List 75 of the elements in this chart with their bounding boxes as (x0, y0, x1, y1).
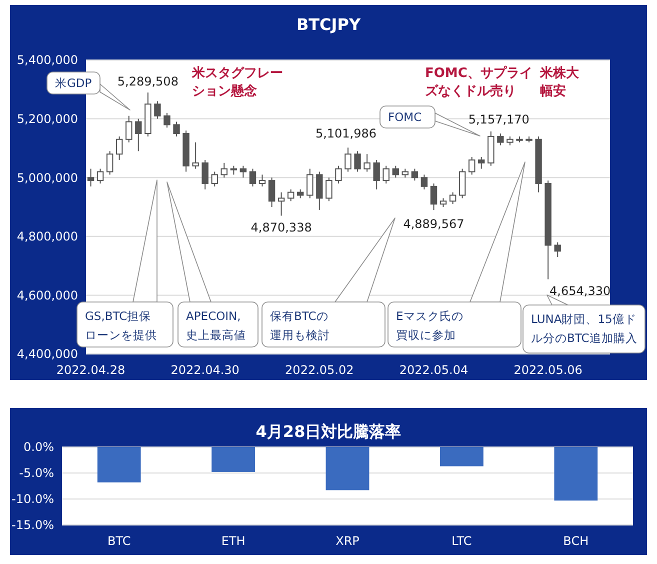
candlestick (268, 177, 276, 208)
chart-title: 4月28日対比騰落率 (256, 422, 402, 441)
x-tick-label: 2022.04.28 (56, 363, 126, 377)
candlestick (497, 133, 504, 146)
x-tick-label: ETH (221, 534, 246, 548)
y-tick-label: -5.0% (19, 466, 54, 480)
annotation: 米株大幅安 (539, 66, 580, 99)
candlestick (326, 177, 332, 202)
candlestick (306, 168, 314, 199)
annotation: LUNA財団、15億ドル分のBTC追加購入 (531, 312, 638, 345)
candlestick (192, 142, 199, 170)
x-tick-label: 2022.05.06 (514, 363, 582, 377)
x-tick-label: BCH (563, 534, 589, 548)
candlestick (135, 118, 142, 152)
annotation: 4,889,567 (403, 217, 464, 232)
y-tick-label: 5,000,000 (16, 170, 78, 185)
y-tick-label: 0.0% (24, 440, 54, 454)
annotation: 5,157,170 (468, 112, 530, 126)
candlestick (411, 168, 418, 182)
x-tick-label: LTC (452, 534, 472, 548)
annotation: Eマスク氏の買収に参加 (396, 309, 464, 342)
x-tick-label: BTC (107, 534, 131, 548)
x-tick-label: 2022.05.02 (285, 363, 354, 377)
candlestick (278, 192, 285, 216)
y-tick-label: -15.0% (12, 518, 54, 532)
annotation: 4,654,330 (550, 284, 611, 298)
candlestick (287, 188, 294, 202)
x-tick-label: 2022.04.30 (170, 363, 240, 377)
annotation: GS,BTC担保ローンを提供 (85, 309, 157, 342)
candlestick (202, 159, 208, 190)
annotation: 米スタグフレーション懸念 (191, 66, 283, 99)
y-tick-label: 4,600,000 (16, 288, 78, 302)
candlestick (392, 165, 399, 178)
annotation: FOMC、サプライズなくドル売り (425, 65, 532, 99)
annotation: APECOIN,史上最高値 (186, 309, 246, 342)
annotation: 保有BTCの運用も検討 (270, 309, 330, 342)
candlestick (211, 171, 218, 187)
y-tick-label: 4,400,000 (16, 347, 78, 362)
y-tick-label: 5,200,000 (16, 112, 78, 126)
x-tick-label: 2022.05.04 (399, 363, 468, 377)
candlestick (126, 115, 132, 143)
candlestick (106, 150, 114, 176)
candlestick (258, 174, 266, 187)
x-tick-label: XRP (336, 534, 360, 548)
candlestick (554, 242, 561, 258)
candlestick (354, 150, 361, 172)
candlestick (316, 171, 323, 210)
annotation: 米GDP (55, 76, 92, 90)
y-tick-label: 4,800,000 (16, 230, 78, 244)
candlestick (154, 100, 161, 120)
candlestick (458, 168, 466, 199)
y-tick-label: -10.0% (12, 492, 54, 506)
candlestick (478, 156, 485, 170)
candlestick (335, 165, 342, 184)
candlestick (449, 192, 456, 205)
annotation: 4,870,338 (250, 220, 312, 235)
annotation: 5,289,508 (117, 74, 178, 88)
candlestick (249, 168, 256, 187)
candlestick (344, 147, 352, 172)
candlestick (96, 168, 104, 184)
annotation: 5,101,986 (315, 126, 377, 141)
candlestick (164, 112, 170, 128)
candlestick (468, 156, 476, 176)
y-tick-label: 5,400,000 (16, 53, 78, 68)
candlestick (430, 182, 438, 211)
annotation: FOMC (388, 110, 422, 124)
candlestick (116, 136, 123, 160)
candlestick (382, 165, 390, 184)
candlestick (220, 162, 228, 178)
candlestick (373, 159, 380, 190)
candlestick (364, 154, 370, 172)
candlestick (87, 168, 94, 187)
chart-title: BTCJPY (296, 15, 361, 34)
candlestick (173, 121, 180, 137)
candlestick (420, 174, 428, 190)
